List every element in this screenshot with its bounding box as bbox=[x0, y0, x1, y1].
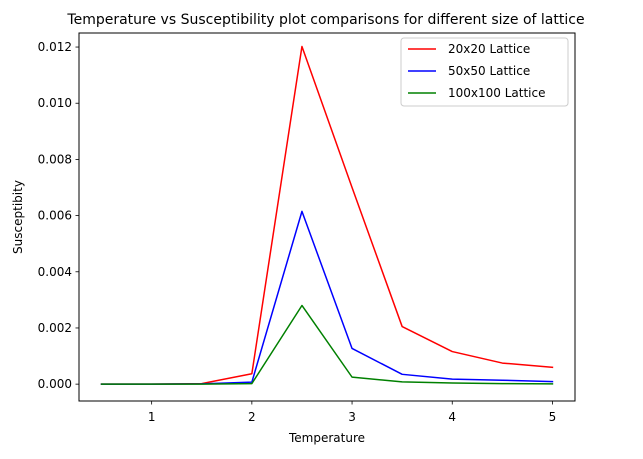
x-axis: 1 2 3 4 5 bbox=[148, 401, 556, 424]
y-tick-label: 0.006 bbox=[38, 209, 72, 223]
x-axis-label: Temperature bbox=[288, 431, 365, 445]
x-tick-label: 4 bbox=[448, 410, 456, 424]
y-tick-label: 0.012 bbox=[38, 40, 72, 54]
series-line-1 bbox=[100, 210, 554, 385]
plot-frame bbox=[78, 32, 576, 402]
plot-lines bbox=[100, 45, 554, 385]
legend-label-2: 100x100 Lattice bbox=[448, 86, 546, 100]
series-line-2 bbox=[100, 304, 554, 385]
y-tick-label: 0.010 bbox=[38, 96, 72, 110]
y-tick-label: 0.004 bbox=[38, 265, 72, 279]
x-tick-label: 3 bbox=[348, 410, 356, 424]
y-axis-label: Susceptibity bbox=[11, 180, 25, 254]
y-axis: 0.000 0.002 0.004 0.006 0.008 0.010 0.012 bbox=[38, 40, 79, 391]
y-tick-label: 0.008 bbox=[38, 152, 72, 166]
y-tick-label: 0.000 bbox=[38, 377, 72, 391]
legend-box bbox=[400, 37, 569, 107]
x-tick-label: 1 bbox=[148, 410, 156, 424]
chart-title: Temperature vs Susceptibility plot compa… bbox=[66, 12, 584, 28]
y-tick-label: 0.002 bbox=[38, 321, 72, 335]
x-tick-label: 5 bbox=[549, 410, 557, 424]
legend-label-1: 50x50 Lattice bbox=[448, 64, 530, 78]
legend-label-0: 20x20 Lattice bbox=[448, 42, 530, 56]
x-tick-label: 2 bbox=[248, 410, 256, 424]
legend: 20x20 Lattice 50x50 Lattice 100x100 Lattic… bbox=[400, 37, 569, 107]
